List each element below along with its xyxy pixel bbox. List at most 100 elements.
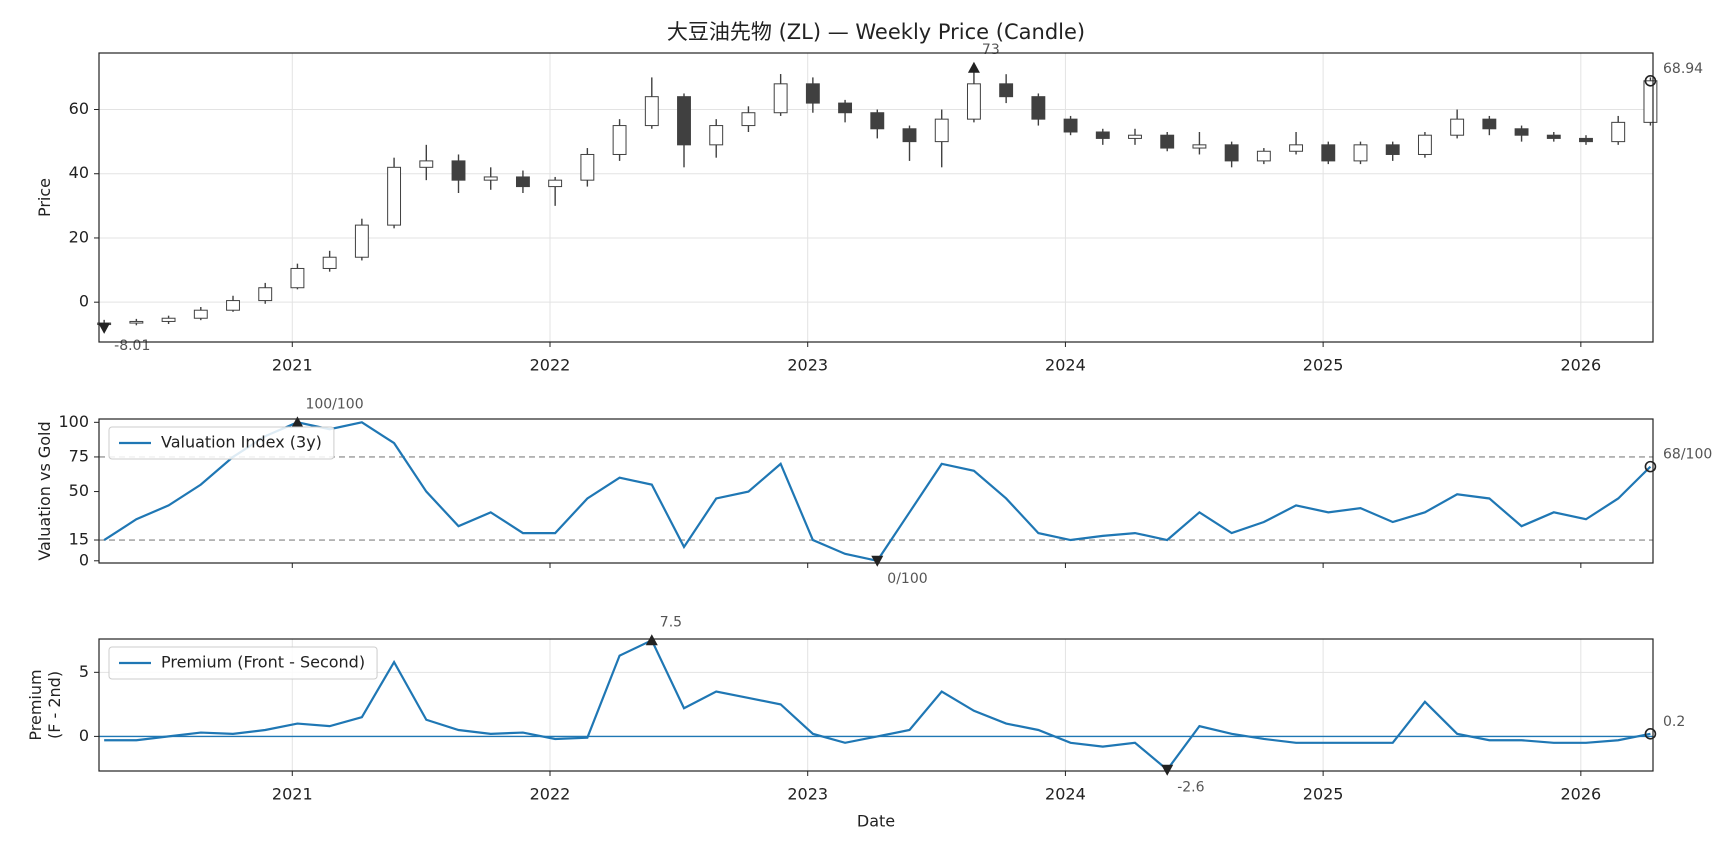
candle-body [741,112,756,127]
y-axis-title: Valuation vs Gold [35,421,54,560]
candle-body [483,176,498,181]
candle-body [966,83,981,120]
candle-body [1192,144,1207,149]
x-tick-label: 2024 [1045,356,1086,375]
candle-body [1353,144,1368,162]
y-tick-label: 0 [79,292,89,311]
y-axis-title-line: Premium [26,669,45,740]
candle-body [1063,118,1078,133]
candle-body [226,300,240,311]
candle-body [1289,144,1304,152]
x-axis-title: Date [857,812,895,831]
y-tick-label: 60 [69,99,89,118]
candle-body [1385,144,1400,155]
legend: Premium (Front - Second) [108,646,378,680]
x-tick-label: 2022 [530,785,571,804]
annotation-label: 7.5 [660,614,682,630]
x-tick-label: 2023 [787,785,828,804]
y-tick-label: 15 [69,530,89,549]
annotation-label: 68/100 [1663,447,1712,463]
plot-frame [98,52,1654,343]
annotation-label: 0/100 [887,571,927,587]
y-axis-title: Premium(F - 2nd) [26,669,64,740]
candle-body [1224,144,1239,162]
legend-box [108,426,335,460]
annotation-label: 73 [982,42,1000,58]
annotation-label: 68.94 [1663,61,1703,77]
candle-body [644,96,659,127]
panel: 0 20 40 60 2021 2022 2023 2024 2025 2026 大豆油先物 (ZL… [35,20,1704,375]
y-axis-title-line: (F - 2nd) [45,671,64,739]
max-marker [967,61,980,73]
y-tick-label: 20 [69,227,89,246]
candle-body [1031,96,1046,120]
candle-body [870,112,885,130]
candle-body [451,160,466,181]
x-tick-label: 2024 [1045,785,1086,804]
candle-body [1095,131,1110,139]
candle-body [1417,134,1432,155]
candle-body [548,179,563,188]
y-axis-title-line: Price [35,178,54,217]
series-line [104,638,1651,772]
annotation-label: -8.01 [114,338,150,354]
candle-body [934,118,949,143]
last-marker [1644,75,1657,87]
candle-body [1450,118,1465,136]
x-tick-label: 2021 [272,785,313,804]
candle-body [677,96,691,146]
plot-frame [98,418,1654,564]
candle-body [258,287,273,302]
x-tick-label: 2022 [530,356,571,375]
series-line [103,421,1652,563]
legend-box [108,646,378,680]
min-marker [1161,764,1174,776]
candle-body [129,320,144,324]
candle-body [838,102,853,114]
x-tick-label: 2023 [787,356,828,375]
candle-body [709,125,724,146]
candle-body [322,256,337,269]
candle-body [1611,121,1626,143]
y-tick-label: 40 [69,163,89,182]
candle-body [1546,134,1561,139]
candle-body [1579,137,1593,143]
x-tick-label: 2025 [1303,785,1344,804]
legend-label: Valuation Index (3y) [161,433,322,452]
y-axis-title-line: Valuation vs Gold [35,421,54,560]
panel: 0 5 2021 2022 2023 2024 2025 2026 Premium(F - 2n… [26,614,1686,830]
candle-body [999,83,1014,98]
candle-body [1514,128,1529,136]
candle-body [387,166,402,226]
plot-frame [98,638,1654,772]
y-tick-label: 100 [58,412,89,431]
candle-body [419,160,434,168]
min-marker [871,555,884,567]
candle-body [354,224,369,258]
candle-body [290,267,305,289]
y-tick-label: 50 [69,481,89,500]
chart-title: 大豆油先物 (ZL) — Weekly Price (Candle) [667,20,1085,44]
candle-body [805,83,820,104]
candle-body [773,83,788,114]
max-marker [645,634,658,646]
candle-body [1160,134,1175,149]
annotation-label: 100/100 [305,396,363,412]
max-marker [291,416,304,428]
y-axis-title: Price [35,178,54,217]
y-tick-label: 75 [69,446,89,465]
candle-body [515,176,530,188]
candle-body [902,128,917,143]
legend-label: Premium (Front - Second) [161,653,365,672]
y-tick-label: 0 [79,726,89,745]
min-marker [98,322,111,334]
x-tick-label: 2026 [1560,356,1601,375]
y-tick-label: 0 [79,550,89,569]
candle-body [1643,80,1658,123]
candle-body [1321,144,1336,162]
candle-body [1128,134,1142,139]
annotation-label: 0.2 [1663,714,1685,730]
annotation-label: -2.6 [1177,780,1204,796]
